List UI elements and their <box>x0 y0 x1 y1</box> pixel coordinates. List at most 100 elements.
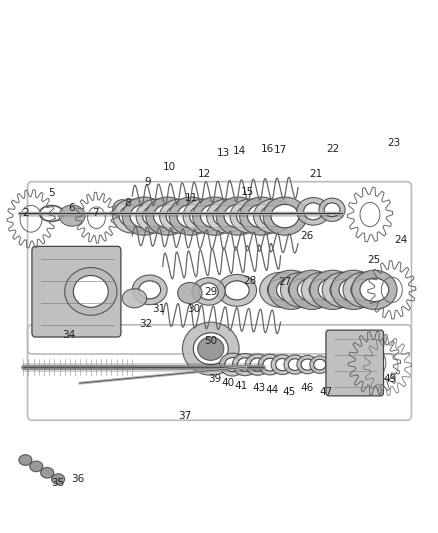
Ellipse shape <box>132 275 167 305</box>
Ellipse shape <box>183 199 222 233</box>
Ellipse shape <box>259 206 286 227</box>
Ellipse shape <box>300 359 313 370</box>
Text: 22: 22 <box>325 144 339 154</box>
Ellipse shape <box>122 197 166 235</box>
Text: 25: 25 <box>367 255 380 265</box>
Ellipse shape <box>258 354 281 375</box>
Text: 44: 44 <box>265 385 278 395</box>
Ellipse shape <box>193 333 228 365</box>
Ellipse shape <box>297 278 325 302</box>
Text: 21: 21 <box>308 169 321 179</box>
Ellipse shape <box>113 199 152 233</box>
Ellipse shape <box>223 205 251 228</box>
Text: 36: 36 <box>71 474 84 483</box>
Ellipse shape <box>276 278 305 302</box>
Ellipse shape <box>253 199 292 233</box>
Text: 26: 26 <box>300 231 313 241</box>
Ellipse shape <box>300 272 343 308</box>
Ellipse shape <box>73 276 108 308</box>
Ellipse shape <box>232 353 257 376</box>
Ellipse shape <box>237 358 252 372</box>
Text: 10: 10 <box>162 162 176 172</box>
Ellipse shape <box>296 356 317 374</box>
Ellipse shape <box>309 356 329 374</box>
Ellipse shape <box>338 278 367 302</box>
Ellipse shape <box>189 206 215 227</box>
Text: 15: 15 <box>240 187 254 197</box>
Ellipse shape <box>308 279 335 301</box>
Ellipse shape <box>236 206 262 227</box>
Ellipse shape <box>206 199 245 233</box>
Text: 13: 13 <box>217 148 230 158</box>
Ellipse shape <box>113 200 131 219</box>
Text: 9: 9 <box>144 176 151 187</box>
Text: 34: 34 <box>62 330 75 341</box>
Text: 41: 41 <box>234 381 247 391</box>
Ellipse shape <box>119 206 145 227</box>
Text: 23: 23 <box>386 139 400 149</box>
Ellipse shape <box>19 455 32 465</box>
Ellipse shape <box>329 279 355 301</box>
Text: 2: 2 <box>22 208 28 219</box>
Text: 45: 45 <box>282 386 295 397</box>
Ellipse shape <box>309 270 354 310</box>
Ellipse shape <box>330 270 375 310</box>
Text: 17: 17 <box>273 145 286 155</box>
Text: 27: 27 <box>278 277 291 287</box>
Text: 11: 11 <box>184 192 198 203</box>
Text: 43: 43 <box>251 383 265 393</box>
Text: 32: 32 <box>138 319 152 329</box>
Ellipse shape <box>215 197 259 235</box>
Text: 24: 24 <box>393 235 406 245</box>
Ellipse shape <box>177 282 201 304</box>
Text: 29: 29 <box>204 287 217 297</box>
Text: 31: 31 <box>152 304 165 314</box>
Ellipse shape <box>159 199 198 233</box>
Text: 14: 14 <box>232 146 245 156</box>
Ellipse shape <box>313 359 325 370</box>
Text: 35: 35 <box>51 478 64 488</box>
Ellipse shape <box>283 355 305 374</box>
Ellipse shape <box>41 467 53 478</box>
Ellipse shape <box>323 203 339 216</box>
Ellipse shape <box>130 205 158 228</box>
Ellipse shape <box>198 283 218 300</box>
Ellipse shape <box>245 354 269 375</box>
Ellipse shape <box>318 198 344 221</box>
Ellipse shape <box>268 270 313 310</box>
Ellipse shape <box>359 278 388 302</box>
FancyBboxPatch shape <box>325 330 383 396</box>
Text: 8: 8 <box>124 198 131 208</box>
Ellipse shape <box>219 353 245 376</box>
Text: 30: 30 <box>186 304 199 314</box>
Ellipse shape <box>212 206 239 227</box>
Ellipse shape <box>153 205 181 228</box>
Ellipse shape <box>262 358 276 371</box>
Ellipse shape <box>351 270 396 310</box>
Text: 5: 5 <box>48 188 55 198</box>
Ellipse shape <box>288 359 301 370</box>
Ellipse shape <box>259 272 301 308</box>
Text: 49: 49 <box>382 374 396 384</box>
Ellipse shape <box>270 205 298 228</box>
Text: 7: 7 <box>92 208 98 219</box>
Text: 50: 50 <box>204 336 217 346</box>
Ellipse shape <box>169 197 212 235</box>
Ellipse shape <box>224 358 240 372</box>
Ellipse shape <box>138 281 160 299</box>
Ellipse shape <box>280 272 321 308</box>
Text: 12: 12 <box>197 169 210 179</box>
Ellipse shape <box>239 197 283 235</box>
Ellipse shape <box>321 272 363 308</box>
Text: 46: 46 <box>300 383 313 393</box>
Ellipse shape <box>51 474 64 484</box>
Text: 39: 39 <box>208 374 221 384</box>
Ellipse shape <box>262 197 306 235</box>
Ellipse shape <box>350 279 376 301</box>
Ellipse shape <box>288 279 314 301</box>
Ellipse shape <box>145 197 189 235</box>
Ellipse shape <box>182 322 239 375</box>
Ellipse shape <box>59 205 85 226</box>
Ellipse shape <box>200 205 228 228</box>
Ellipse shape <box>303 203 322 220</box>
